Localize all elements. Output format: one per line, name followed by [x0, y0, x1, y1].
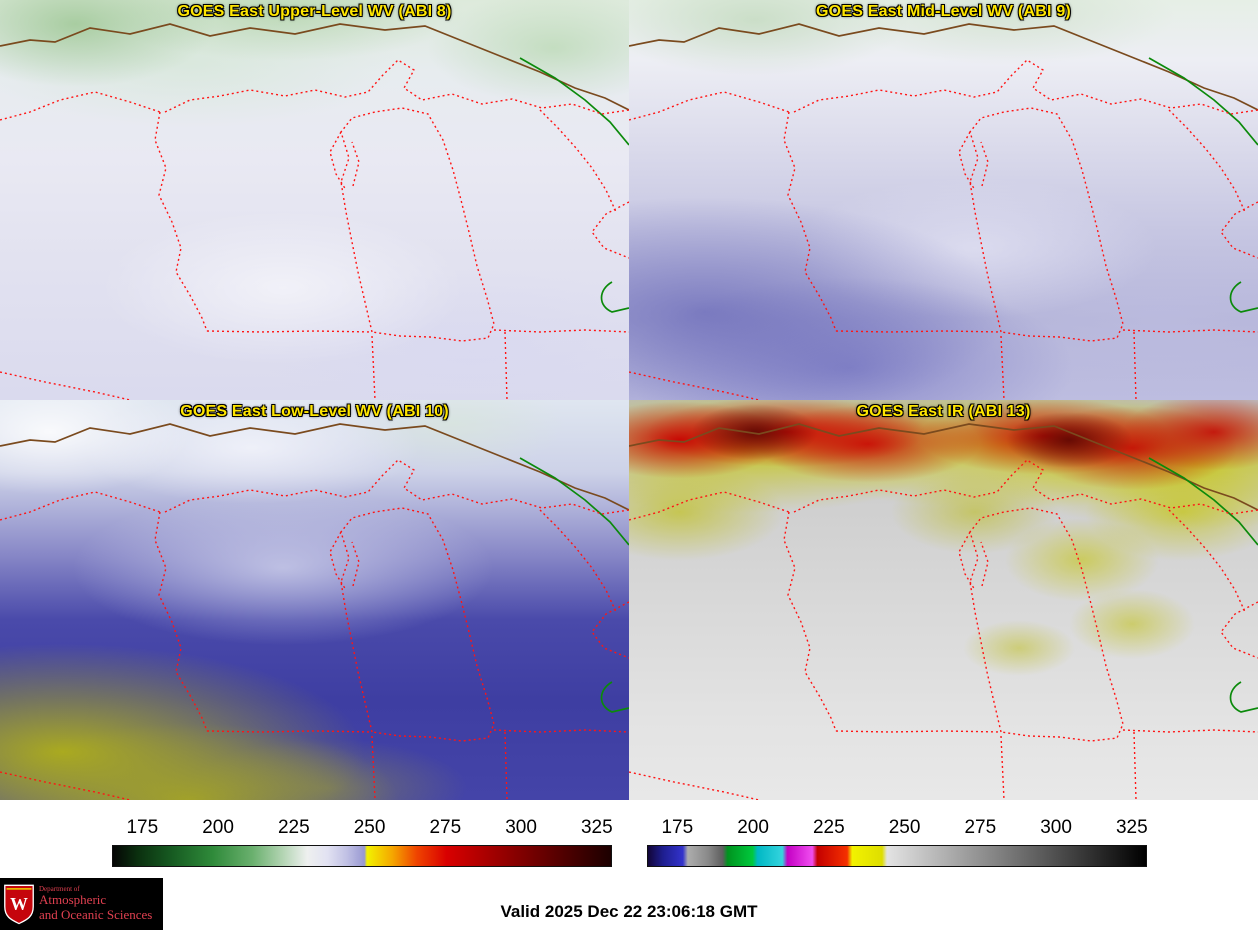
colorbar-ir: 175 200 225 250 275 300 325: [647, 810, 1148, 867]
colorbar-wv-labels: 175 200 225 250 275 300 325: [112, 810, 612, 842]
colorbar-tick-label: 225: [277, 817, 310, 838]
logo-atmospheric-line: Atmospheric: [39, 892, 107, 908]
boundary-overlay: [629, 400, 1258, 800]
colorbar-tick-label: 225: [812, 817, 845, 838]
colorbar-tick-label: 250: [888, 817, 921, 838]
colorbar-ir-bar: [647, 845, 1147, 867]
boundary-overlay: [0, 400, 629, 800]
colorbar-tick-label: 300: [1040, 817, 1072, 838]
colorbar-tick-label: 300: [505, 817, 537, 838]
logo-text: Department of Atmospheric and Oceanic Sc…: [39, 884, 153, 923]
boundary-overlay-svg: [629, 423, 1258, 800]
boundary-overlay: [0, 0, 629, 400]
colorbar-tick-label: 275: [429, 817, 462, 838]
boundary-overlay-svg: [0, 23, 629, 400]
panel-title: GOES East Mid-Level WV (ABI 9): [816, 3, 1071, 20]
colorbar-wv-bar: [112, 845, 612, 867]
logo-dept-line: Department of: [39, 884, 80, 893]
panel-title: GOES East IR (ABI 13): [856, 403, 1031, 420]
colorbar-tick-label: 325: [580, 817, 613, 838]
panel-ir: GOES East IR (ABI 13): [629, 400, 1258, 800]
colorbar-ir-labels: 175 200 225 250 275 300 325: [647, 810, 1147, 842]
colorbar-tick-label: 175: [126, 817, 159, 838]
boundary-overlay: [629, 0, 1258, 400]
valid-timestamp: Valid 2025 Dec 22 23:06:18 GMT: [500, 902, 758, 921]
svg-text:W: W: [10, 894, 28, 914]
colorbar-tick-label: 175: [661, 817, 694, 838]
boundary-overlay-svg: [629, 23, 1258, 400]
satellite-panel-grid: GOES East Upper-Level WV (ABI 8) GOES Ea…: [0, 0, 1258, 800]
panel-title: GOES East Upper-Level WV (ABI 8): [177, 3, 452, 20]
colorbar-tick-label: 200: [737, 817, 769, 838]
uw-aos-logo: W Department of Atmospheric and Oceanic …: [0, 878, 163, 930]
panel-upper-level-wv: GOES East Upper-Level WV (ABI 8): [0, 0, 629, 400]
panel-low-level-wv: GOES East Low-Level WV (ABI 10): [0, 400, 629, 800]
panel-mid-level-wv: GOES East Mid-Level WV (ABI 9): [629, 0, 1258, 400]
colorbar-wv: 175 200 225 250 275 300 325: [112, 810, 613, 867]
colorbar-tick-label: 200: [202, 817, 234, 838]
logo-oceanic-line: and Oceanic Sciences: [39, 906, 153, 922]
colorbar-tick-label: 250: [353, 817, 386, 838]
colorbar-tick-label: 325: [1115, 817, 1148, 838]
colorbar-tick-label: 275: [964, 817, 997, 838]
panel-title: GOES East Low-Level WV (ABI 10): [180, 403, 449, 420]
boundary-overlay-svg: [0, 423, 629, 800]
uw-crest-icon: W: [4, 884, 34, 925]
